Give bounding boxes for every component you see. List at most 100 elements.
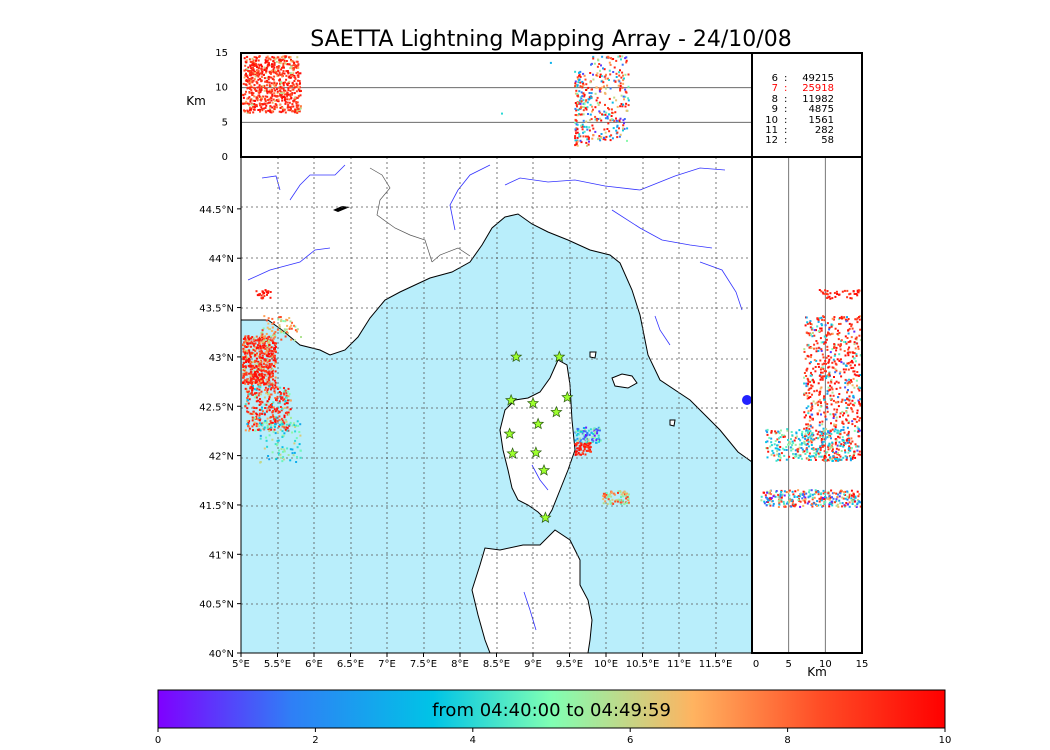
lightning-source (582, 119, 585, 122)
lightning-source (815, 453, 818, 456)
lightning-source (273, 82, 276, 85)
lightning-source (822, 315, 825, 318)
lightning-source (592, 428, 595, 431)
lightning-source (833, 491, 836, 494)
lightning-source (815, 359, 818, 362)
lightning-source (599, 439, 602, 442)
lightning-source (818, 289, 821, 291)
lightning-source (824, 500, 827, 503)
lightning-source (582, 445, 585, 448)
lightning-source (259, 77, 262, 80)
lightning-source (256, 69, 259, 72)
lightning-source (242, 376, 245, 379)
lightning-source (856, 289, 859, 292)
lightning-source (247, 69, 250, 72)
lightning-source (575, 109, 578, 112)
lightning-source (788, 494, 791, 497)
lightning-source (853, 341, 856, 344)
lightning-source (278, 324, 281, 327)
legend-station-count: 10 (765, 114, 778, 126)
lightning-source (255, 347, 258, 350)
lightning-source (251, 60, 254, 63)
lightning-source (809, 326, 812, 329)
lightning-source (595, 99, 598, 102)
lightning-source (831, 442, 834, 445)
lightning-source (805, 423, 808, 426)
lightning-source (273, 348, 275, 350)
lightning-source (816, 450, 819, 453)
lightning-source (829, 351, 832, 354)
lightning-source (262, 376, 265, 379)
lightning-source (282, 331, 285, 334)
lightning-source (246, 76, 249, 79)
lightning-source (282, 95, 285, 98)
lightning-source (820, 438, 823, 440)
lightning-source (282, 58, 285, 61)
lightning-source (599, 69, 601, 72)
lightning-source (262, 296, 265, 299)
lightning-source (295, 101, 298, 103)
lightning-source (585, 141, 588, 144)
lightning-source (266, 55, 269, 58)
lightning-source (614, 111, 617, 114)
lightning-source (593, 427, 596, 430)
lightning-source (254, 106, 256, 109)
lightning-source (291, 109, 294, 112)
lightning-source (834, 441, 837, 444)
lightning-source (794, 503, 797, 506)
lightning-source (831, 366, 834, 369)
lightning-source (272, 83, 275, 86)
lightning-source (277, 69, 280, 72)
lightning-source (249, 108, 252, 111)
lightning-source (842, 497, 845, 500)
lightning-source (270, 330, 273, 332)
lightning-source (294, 64, 297, 67)
lightning-source (266, 380, 269, 383)
lightning-source (842, 441, 845, 444)
lightning-source (586, 432, 589, 435)
lightning-source (770, 497, 773, 500)
lightning-source (263, 97, 266, 100)
lightning-source (849, 457, 852, 460)
lightning-source (778, 452, 781, 455)
lightning-source (278, 425, 281, 428)
lightning-source (843, 350, 846, 352)
lightning-source (579, 113, 582, 116)
lightning-source (267, 348, 270, 351)
lightning-source (801, 434, 804, 437)
lightning-source (284, 57, 286, 60)
lightning-source (247, 335, 250, 338)
lightning-source (844, 341, 847, 344)
lightning-source (858, 450, 861, 453)
lightning-source (823, 398, 826, 401)
lightning-source (854, 318, 857, 321)
lightning-source (803, 393, 806, 396)
lightning-source (839, 430, 842, 433)
lightning-source (284, 389, 287, 392)
lightning-source (838, 323, 840, 325)
lightning-source (791, 502, 794, 505)
lightning-source (858, 435, 861, 438)
lightning-source (263, 370, 266, 373)
lightning-source (853, 370, 856, 373)
lightning-source (836, 408, 839, 411)
lightning-source (271, 326, 274, 329)
lightning-source (805, 375, 808, 377)
lightning-source (834, 459, 837, 462)
lightning-source (575, 434, 578, 437)
lightning-source (587, 438, 590, 441)
lightning-source (253, 421, 256, 424)
lightning-source (810, 441, 813, 444)
lightning-source (277, 65, 280, 68)
lightning-source (816, 413, 819, 416)
lightning-source (580, 105, 582, 108)
lightning-source (299, 449, 302, 452)
lightning-source (619, 105, 622, 108)
lightning-source (290, 416, 292, 419)
lightning-source (831, 504, 834, 507)
lightning-source (858, 334, 861, 337)
lightning-source (285, 331, 288, 334)
lightning-source (245, 373, 248, 376)
lightning-source (264, 87, 267, 90)
lightning-source (262, 366, 265, 368)
